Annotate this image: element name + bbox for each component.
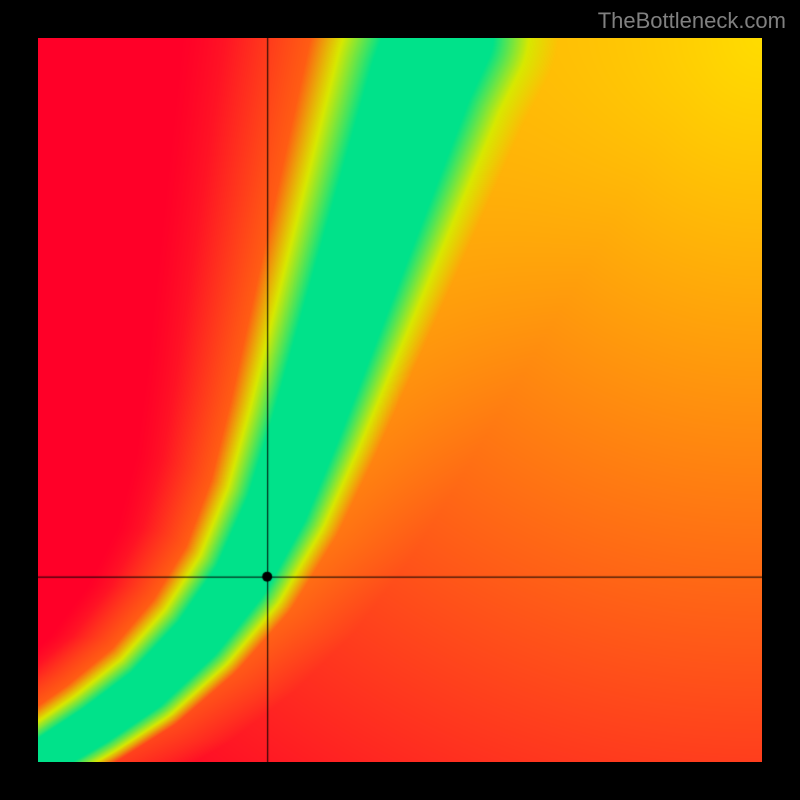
watermark-text: TheBottleneck.com xyxy=(598,8,786,34)
plot-container xyxy=(38,38,762,762)
heatmap-canvas xyxy=(38,38,762,762)
